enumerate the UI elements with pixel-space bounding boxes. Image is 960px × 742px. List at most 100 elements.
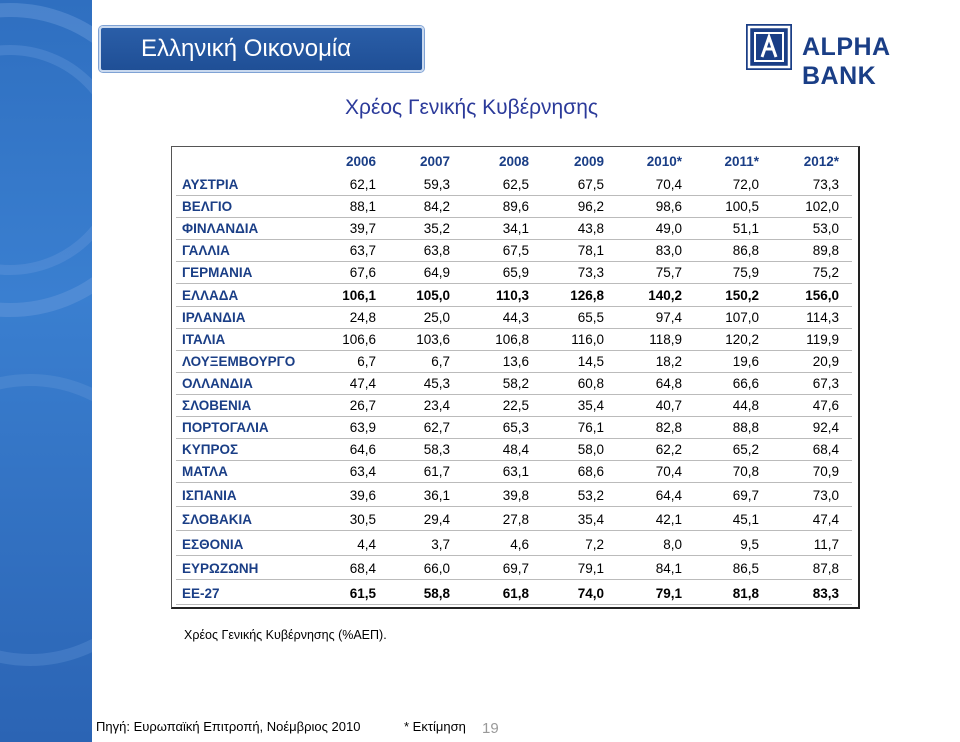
- page-heading: Χρέος Γενικής Κυβέρνησης: [345, 96, 598, 119]
- decorative-sidebar: [0, 0, 92, 742]
- table-cell: 70,8: [732, 464, 759, 479]
- row-label: ΚΥΠΡΟΣ: [182, 442, 239, 457]
- source-note: Πηγή: Ευρωπαϊκή Επιτροπή, Νοέμβριος 2010: [96, 719, 361, 734]
- table-cell: 65,2: [732, 442, 759, 457]
- table-cell: 86,5: [732, 561, 759, 576]
- row-label: ΛΟΥΞΕΜΒΟΥΡΓΟ: [182, 354, 296, 369]
- table-cell: 66,6: [732, 376, 759, 391]
- row-label: ΣΛΟΒΑΚΙΑ: [182, 512, 252, 527]
- table-cell: 58,2: [502, 376, 529, 391]
- table-cell: 65,3: [502, 420, 529, 435]
- table-row: ΙΡΛΑΝΔΙΑ 24,8 25,0 44,3 65,5 97,4 107,0 114,3: [172, 307, 858, 329]
- table-cell: 61,8: [502, 586, 529, 601]
- table-cell: 40,7: [655, 398, 682, 413]
- table-cell: 102,0: [805, 199, 839, 214]
- table-cell: 3,7: [431, 537, 450, 552]
- table-cell: 36,1: [423, 488, 450, 503]
- table-row: ΣΛΟΒΕΝΙΑ 26,7 23,4 22,5 35,4 40,7 44,8 47,6: [172, 395, 858, 417]
- table-cell: 44,3: [502, 310, 529, 325]
- column-header: 2007: [419, 154, 450, 169]
- table-cell: 48,4: [502, 442, 529, 457]
- row-label: ΒΕΛΓΙΟ: [182, 199, 233, 214]
- table-cell: 22,5: [502, 398, 529, 413]
- slide-title: Ελληνική Οικονομία: [141, 35, 352, 62]
- table-cell: 62,7: [423, 420, 450, 435]
- table-row: ΙΣΠΑΝΙΑ 39,6 36,1 39,8 53,2 64,4 69,7 73,0: [172, 485, 858, 507]
- table-cell: 4,4: [357, 537, 376, 552]
- row-divider: [176, 460, 852, 461]
- column-header: 2010*: [646, 154, 682, 169]
- column-header: 2009: [573, 154, 604, 169]
- table-row: ΠΟΡΤΟΓΑΛΙΑ 63,9 62,7 65,3 76,1 82,8 88,8 92,4: [172, 417, 858, 439]
- table-cell: 156,0: [805, 288, 839, 303]
- table-cell: 43,8: [577, 221, 604, 236]
- row-label: ΕΥΡΩΖΩΝΗ: [182, 561, 259, 576]
- table-cell: 67,3: [812, 376, 839, 391]
- alpha-bank-logo: ALPHA BANK: [746, 24, 960, 90]
- row-divider: [176, 394, 852, 395]
- row-divider: [176, 438, 852, 439]
- row-label: ΦΙΝΛΑΝΔΙΑ: [182, 221, 259, 236]
- table-cell: 96,2: [577, 199, 604, 214]
- table-cell: 30,5: [349, 512, 376, 527]
- table-cell: 119,9: [806, 332, 839, 347]
- table-cell: 23,4: [423, 398, 450, 413]
- row-label: ΠΟΡΤΟΓΑΛΙΑ: [182, 420, 269, 435]
- table-cell: 18,2: [655, 354, 682, 369]
- table-row: ΛΟΥΞΕΜΒΟΥΡΓΟ 6,7 6,7 13,6 14,5 18,2 19,6 20,9: [172, 351, 858, 373]
- page-number: 19: [482, 720, 499, 737]
- row-divider: [176, 372, 852, 373]
- table-cell: 64,9: [423, 265, 450, 280]
- row-divider: [176, 261, 852, 262]
- table-row: ΟΛΛΑΝΔΙΑ 47,4 45,3 58,2 60,8 64,8 66,6 67,3: [172, 373, 858, 395]
- row-label: ΙΣΠΑΝΙΑ: [182, 488, 237, 503]
- table-cell: 42,1: [655, 512, 682, 527]
- row-divider: [176, 579, 852, 580]
- row-label: ΕΛΛΑΔΑ: [182, 288, 239, 303]
- table-cell: 66,0: [423, 561, 450, 576]
- table-cell: 35,2: [423, 221, 450, 236]
- column-header: 2008: [498, 154, 529, 169]
- table-cell: 44,8: [732, 398, 759, 413]
- table-cell: 39,6: [349, 488, 376, 503]
- table-cell: 67,5: [577, 177, 604, 192]
- table-row: ΙΤΑΛΙΑ 106,6 103,6 106,8 116,0 118,9 120,2 119,…: [172, 329, 858, 351]
- table-cell: 63,4: [349, 464, 376, 479]
- debt-table: 2006 2007 2008 2009 2010* 2011* 2012* ΑΥΣΤΡΙΑ 62…: [171, 146, 860, 609]
- table-cell: 65,9: [502, 265, 529, 280]
- table-row: ΣΛΟΒΑΚΙΑ 30,5 29,4 27,8 35,4 42,1 45,1 47,4: [172, 509, 858, 531]
- row-divider: [176, 283, 852, 284]
- table-cell: 53,2: [577, 488, 604, 503]
- slide-title-box: Ελληνική Οικονομία: [99, 26, 424, 72]
- table-cell: 60,8: [577, 376, 604, 391]
- row-divider: [176, 506, 852, 507]
- table-cell: 82,8: [655, 420, 682, 435]
- table-cell: 6,7: [431, 354, 450, 369]
- row-label: ΙΤΑΛΙΑ: [182, 332, 226, 347]
- row-label: ΙΡΛΑΝΔΙΑ: [182, 310, 246, 325]
- row-label: ΑΥΣΤΡΙΑ: [182, 177, 239, 192]
- row-divider: [176, 555, 852, 556]
- table-cell: 106,6: [342, 332, 376, 347]
- table-cell: 58,0: [577, 442, 604, 457]
- table-cell: 62,5: [502, 177, 529, 192]
- table-cell: 47,4: [349, 376, 376, 391]
- table-cell: 35,4: [577, 398, 604, 413]
- row-divider: [176, 416, 852, 417]
- table-cell: 79,1: [655, 586, 682, 601]
- table-cell: 35,4: [577, 512, 604, 527]
- table-cell: 45,1: [732, 512, 759, 527]
- table-cell: 106,1: [342, 288, 376, 303]
- table-cell: 75,9: [732, 265, 759, 280]
- table-cell: 89,8: [812, 243, 839, 258]
- table-cell: 100,5: [725, 199, 759, 214]
- table-caption: Χρέος Γενικής Κυβέρνησης (%ΑΕΠ).: [184, 628, 387, 642]
- column-header: 2012*: [803, 154, 839, 169]
- table-cell: 4,6: [510, 537, 529, 552]
- row-divider: [176, 482, 852, 483]
- row-label: ΓΕΡΜΑΝΙΑ: [182, 265, 253, 280]
- table-cell: 67,6: [349, 265, 376, 280]
- table-cell: 110,3: [495, 288, 529, 303]
- table-cell: 64,8: [655, 376, 682, 391]
- table-cell: 63,8: [423, 243, 450, 258]
